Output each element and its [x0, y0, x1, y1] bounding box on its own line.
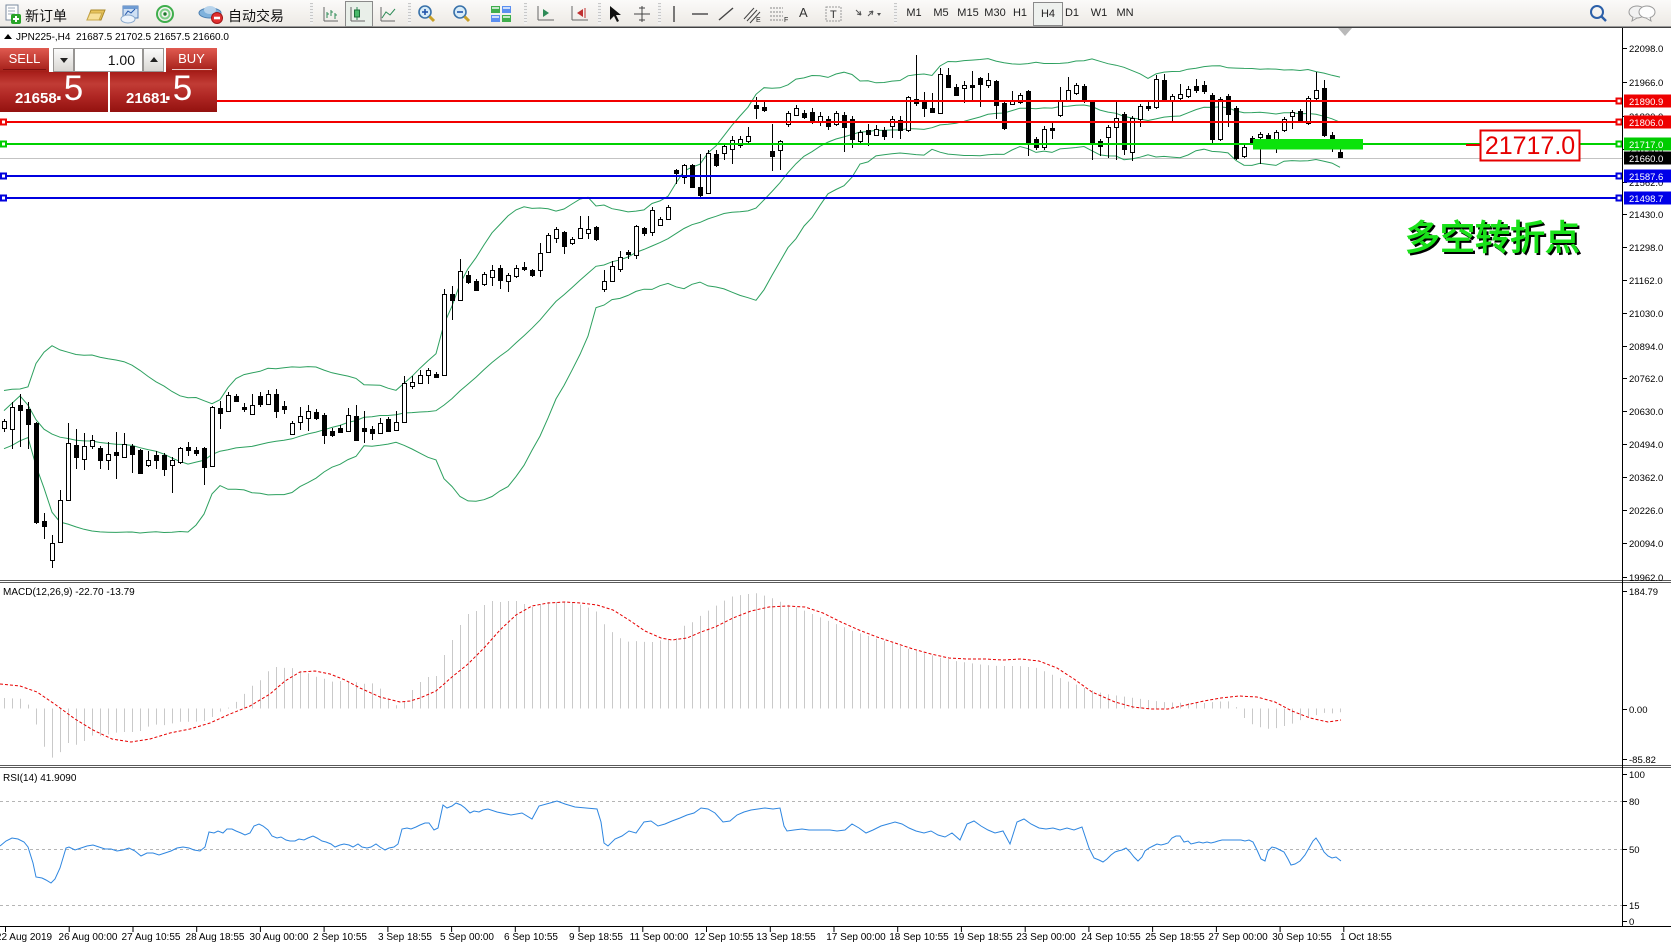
svg-text:3 Sep 18:55: 3 Sep 18:55 — [378, 932, 432, 943]
svg-text:20762.0: 20762.0 — [1629, 374, 1663, 385]
svg-text:20494.0: 20494.0 — [1629, 440, 1663, 451]
svg-text:21890.9: 21890.9 — [1629, 97, 1663, 108]
svg-text:21298.0: 21298.0 — [1629, 243, 1663, 254]
svg-text:MACD(12,26,9) -22.70 -13.79: MACD(12,26,9) -22.70 -13.79 — [3, 587, 135, 598]
svg-text:0.00: 0.00 — [1629, 705, 1648, 716]
svg-text:JPN225-,H4 21687.5 21702.5 21: JPN225-,H4 21687.5 21702.5 21657.5 21660… — [16, 32, 229, 43]
svg-text:21498.7: 21498.7 — [1629, 194, 1663, 205]
svg-text:多空转折点: 多空转折点 — [1407, 221, 1582, 260]
svg-text:22 Aug 2019: 22 Aug 2019 — [0, 932, 53, 943]
svg-text:-85.82: -85.82 — [1629, 755, 1656, 766]
svg-text:2 Sep 10:55: 2 Sep 10:55 — [313, 932, 367, 943]
svg-text:23 Sep 00:00: 23 Sep 00:00 — [1016, 932, 1076, 943]
svg-text:80: 80 — [1629, 797, 1640, 808]
svg-text:24 Sep 10:55: 24 Sep 10:55 — [1081, 932, 1141, 943]
svg-text:17 Sep 00:00: 17 Sep 00:00 — [826, 932, 886, 943]
svg-text:12 Sep 10:55: 12 Sep 10:55 — [694, 932, 754, 943]
svg-text:0: 0 — [1629, 917, 1634, 928]
svg-text:19 Sep 18:55: 19 Sep 18:55 — [953, 932, 1013, 943]
svg-text:21162.0: 21162.0 — [1629, 276, 1663, 287]
svg-text:21717.0: 21717.0 — [1485, 132, 1575, 160]
svg-text:30 Sep 10:55: 30 Sep 10:55 — [1272, 932, 1332, 943]
svg-text:21806.0: 21806.0 — [1629, 118, 1663, 129]
svg-text:22098.0: 22098.0 — [1629, 44, 1663, 55]
svg-text:T: T — [830, 9, 837, 21]
svg-text:20094.0: 20094.0 — [1629, 539, 1663, 550]
svg-text:20226.0: 20226.0 — [1629, 506, 1663, 517]
svg-text:20894.0: 20894.0 — [1629, 342, 1663, 353]
svg-text:21430.0: 21430.0 — [1629, 210, 1663, 221]
svg-text:26 Aug 00:00: 26 Aug 00:00 — [59, 932, 118, 943]
svg-text:F: F — [784, 17, 788, 24]
svg-text:多空转折点: 多空转折点 — [1405, 219, 1580, 258]
svg-text:184.79: 184.79 — [1629, 587, 1658, 598]
svg-text:21562.0: 21562.0 — [1629, 178, 1663, 189]
svg-text:15: 15 — [1629, 901, 1640, 912]
svg-text:9 Sep 18:55: 9 Sep 18:55 — [569, 932, 623, 943]
svg-text:21717.0: 21717.0 — [1629, 140, 1663, 151]
svg-text:30 Aug 00:00: 30 Aug 00:00 — [250, 932, 309, 943]
svg-text:25 Sep 18:55: 25 Sep 18:55 — [1145, 932, 1205, 943]
svg-text:11 Sep 00:00: 11 Sep 00:00 — [630, 932, 689, 943]
svg-text:27 Sep 00:00: 27 Sep 00:00 — [1208, 932, 1268, 943]
svg-text:21587.6: 21587.6 — [1629, 172, 1663, 183]
svg-text:20362.0: 20362.0 — [1629, 473, 1663, 484]
svg-text:21966.0: 21966.0 — [1629, 78, 1663, 89]
svg-text:21030.0: 21030.0 — [1629, 309, 1663, 320]
svg-text:18 Sep 10:55: 18 Sep 10:55 — [889, 932, 949, 943]
svg-text:50: 50 — [1629, 845, 1640, 856]
svg-text:E: E — [756, 17, 761, 24]
svg-text:RSI(14) 41.9090: RSI(14) 41.9090 — [3, 773, 77, 784]
svg-text:19962.0: 19962.0 — [1629, 573, 1663, 584]
svg-text:5 Sep 00:00: 5 Sep 00:00 — [440, 932, 494, 943]
svg-text:27 Aug 10:55: 27 Aug 10:55 — [122, 932, 181, 943]
svg-text:21660.0: 21660.0 — [1629, 154, 1663, 165]
svg-text:1 Oct 18:55: 1 Oct 18:55 — [1340, 932, 1392, 943]
svg-text:6 Sep 10:55: 6 Sep 10:55 — [504, 932, 558, 943]
svg-text:28 Aug 18:55: 28 Aug 18:55 — [186, 932, 245, 943]
svg-text:20630.0: 20630.0 — [1629, 407, 1663, 418]
svg-text:13 Sep 18:55: 13 Sep 18:55 — [756, 932, 816, 943]
svg-text:100: 100 — [1629, 770, 1645, 781]
